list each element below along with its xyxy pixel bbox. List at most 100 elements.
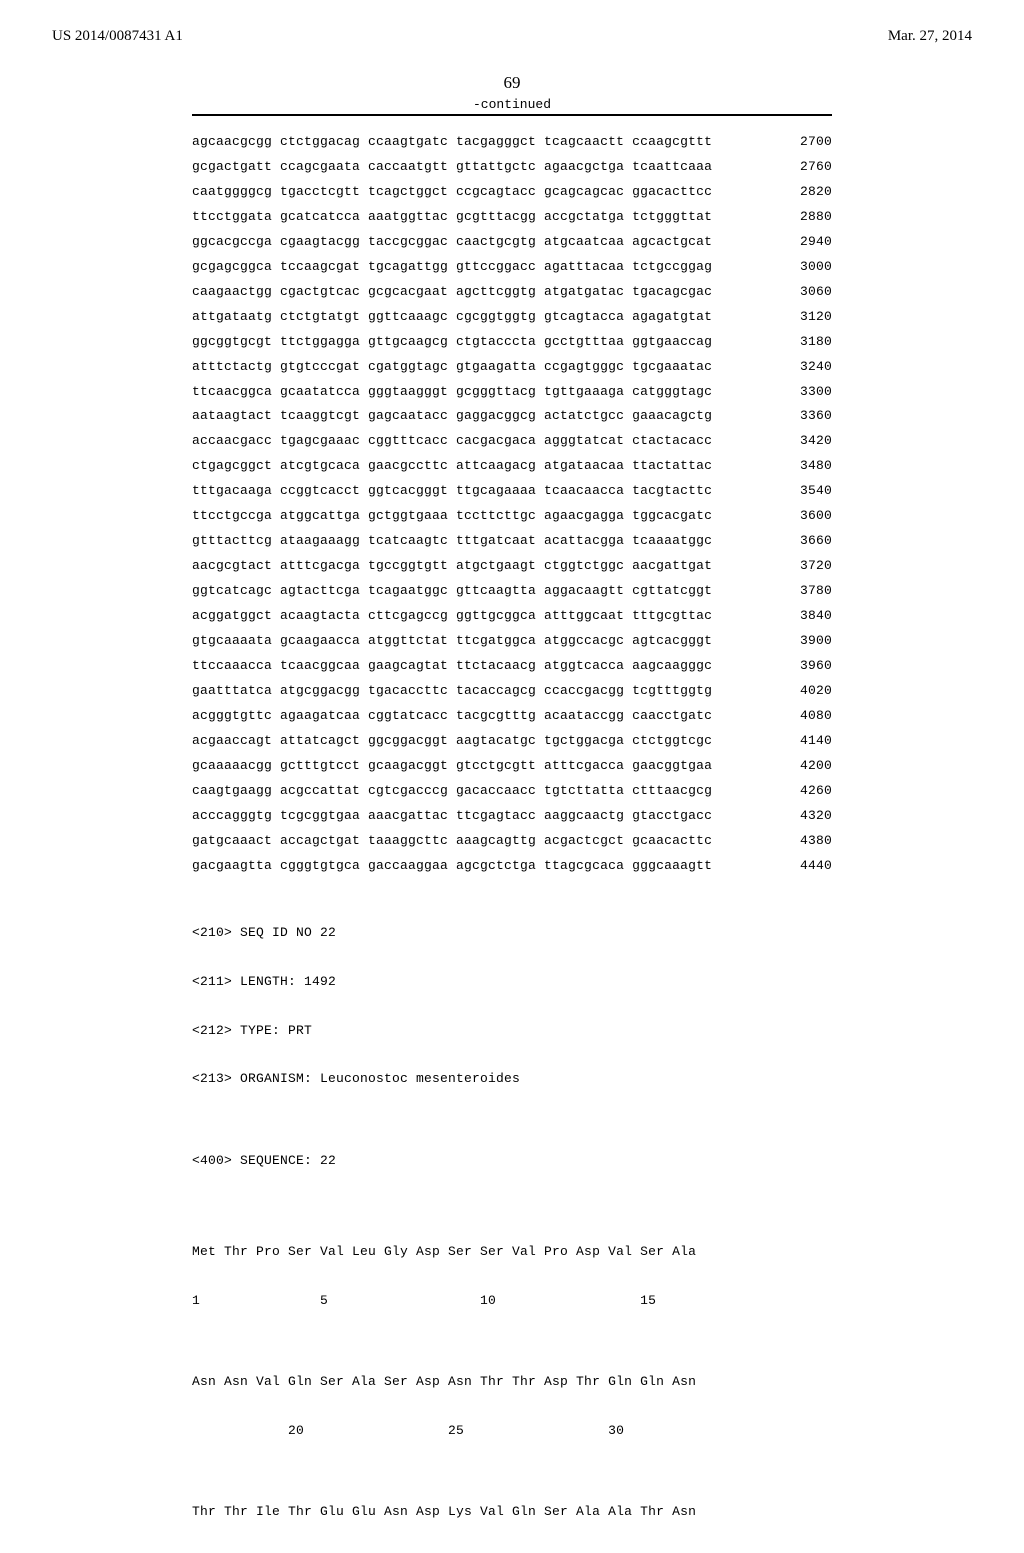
sequence-position: 4440 [782,854,832,879]
sequence-text: gcgactgatt ccagcgaata caccaatgtt gttattg… [192,155,712,180]
sequence-position: 3900 [782,629,832,654]
sequence-row: gtttacttcg ataagaaagg tcatcaagtc tttgatc… [192,529,832,554]
sequence-text: caagaactgg cgactgtcac gcgcacgaat agcttcg… [192,280,712,305]
sequence-position: 4020 [782,679,832,704]
sequence-position: 3840 [782,604,832,629]
protein-line: 20 25 30 [192,1423,832,1439]
publication-number: US 2014/0087431 A1 [52,28,183,45]
page-number: 69 [0,73,1024,93]
sequence-text: agcaacgcgg ctctggacag ccaagtgatc tacgagg… [192,130,712,155]
sequence-row: caagtgaagg acgccattat cgtcgacccg gacacca… [192,779,832,804]
sequence-text: ttccaaacca tcaacggcaa gaagcagtat ttctaca… [192,654,712,679]
sequence-row: acgggtgttc agaagatcaa cggtatcacc tacgcgt… [192,704,832,729]
sequence-position: 2820 [782,180,832,205]
sequence-row: ttcaacggca gcaatatcca gggtaagggt gcgggtt… [192,380,832,405]
sequence-text: ggcacgccga cgaagtacgg taccgcggac caactgc… [192,230,712,255]
sequence-text: ctgagcggct atcgtgcaca gaacgccttc attcaag… [192,454,712,479]
sequence-row: ttccaaacca tcaacggcaa gaagcagtat ttctaca… [192,654,832,679]
sequence-text: gtgcaaaata gcaagaacca atggttctat ttcgatg… [192,629,712,654]
sequence-text: ggcggtgcgt ttctggagga gttgcaagcg ctgtacc… [192,330,712,355]
sequence-position: 3660 [782,529,832,554]
sequence-text: aacgcgtact atttcgacga tgccggtgtt atgctga… [192,554,712,579]
sequence-row: ttcctggata gcatcatcca aaatggttac gcgttta… [192,205,832,230]
meta-line: <210> SEQ ID NO 22 [192,925,832,941]
sequence-text: caatggggcg tgacctcgtt tcagctggct ccgcagt… [192,180,712,205]
protein-line: Asn Asn Val Gln Ser Ala Ser Asp Asn Thr … [192,1374,832,1390]
sequence-row: ggtcatcagc agtacttcga tcagaatggc gttcaag… [192,579,832,604]
sequence-text: aataagtact tcaaggtcgt gagcaatacc gaggacg… [192,404,712,429]
sequence-position: 4080 [782,704,832,729]
sequence-text: caagtgaagg acgccattat cgtcgacccg gacacca… [192,779,712,804]
sequence-metadata: <210> SEQ ID NO 22 <211> LENGTH: 1492 <2… [192,893,832,1202]
sequence-row: acgaaccagt attatcagct ggcggacggt aagtaca… [192,729,832,754]
sequence-position: 3000 [782,255,832,280]
sequence-row: gtgcaaaata gcaagaacca atggttctat ttcgatg… [192,629,832,654]
sequence-position: 4200 [782,754,832,779]
sequence-position: 2940 [782,230,832,255]
sequence-row: ctgagcggct atcgtgcaca gaacgccttc attcaag… [192,454,832,479]
sequence-text: acgggtgttc agaagatcaa cggtatcacc tacgcgt… [192,704,712,729]
sequence-position: 3720 [782,554,832,579]
sequence-row: tttgacaaga ccggtcacct ggtcacgggt ttgcaga… [192,479,832,504]
sequence-position: 2700 [782,130,832,155]
sequence-text: tttgacaaga ccggtcacct ggtcacgggt ttgcaga… [192,479,712,504]
sequence-text: ttcctggata gcatcatcca aaatggttac gcgttta… [192,205,712,230]
meta-line: <213> ORGANISM: Leuconostoc mesenteroide… [192,1071,832,1087]
sequence-position: 3960 [782,654,832,679]
meta-line: <211> LENGTH: 1492 [192,974,832,990]
sequence-position: 3120 [782,305,832,330]
sequence-position: 3420 [782,429,832,454]
page-header: US 2014/0087431 A1 Mar. 27, 2014 [0,0,1024,45]
sequence-text: gaatttatca atgcggacgg tgacaccttc tacacca… [192,679,712,704]
sequence-position: 3780 [782,579,832,604]
sequence-text: ttcaacggca gcaatatcca gggtaagggt gcgggtt… [192,380,712,405]
sequence-row: caatggggcg tgacctcgtt tcagctggct ccgcagt… [192,180,832,205]
sequence-position: 4140 [782,729,832,754]
sequence-row: acggatggct acaagtacta cttcgagccg ggttgcg… [192,604,832,629]
sequence-position: 2760 [782,155,832,180]
sequence-text: gacgaagtta cgggtgtgca gaccaaggaa agcgctc… [192,854,712,879]
sequence-text: acccagggtg tcgcggtgaa aaacgattac ttcgagt… [192,804,712,829]
protein-line: 1 5 10 15 [192,1293,832,1309]
sequence-listing: agcaacgcgg ctctggacag ccaagtgatc tacgagg… [192,114,832,1553]
sequence-row: gcgactgatt ccagcgaata caccaatgtt gttattg… [192,155,832,180]
sequence-position: 3180 [782,330,832,355]
meta-line: <212> TYPE: PRT [192,1023,832,1039]
sequence-position: 3600 [782,504,832,529]
sequence-row: atttctactg gtgtcccgat cgatggtagc gtgaaga… [192,355,832,380]
sequence-position: 2880 [782,205,832,230]
sequence-position: 4380 [782,829,832,854]
sequence-row: ggcacgccga cgaagtacgg taccgcggac caactgc… [192,230,832,255]
meta-line: <400> SEQUENCE: 22 [192,1153,832,1169]
sequence-row: aacgcgtact atttcgacga tgccggtgtt atgctga… [192,554,832,579]
sequence-row: aataagtact tcaaggtcgt gagcaatacc gaggacg… [192,404,832,429]
sequence-position: 3480 [782,454,832,479]
sequence-position: 3360 [782,404,832,429]
protein-line: Thr Thr Ile Thr Glu Glu Asn Asp Lys Val … [192,1504,832,1520]
publication-date: Mar. 27, 2014 [888,28,972,45]
sequence-row: accaacgacc tgagcgaaac cggtttcacc cacgacg… [192,429,832,454]
sequence-position: 3240 [782,355,832,380]
sequence-row: caagaactgg cgactgtcac gcgcacgaat agcttcg… [192,280,832,305]
sequence-text: accaacgacc tgagcgaaac cggtttcacc cacgacg… [192,429,712,454]
sequence-row: gcaaaaacgg gctttgtcct gcaagacggt gtcctgc… [192,754,832,779]
sequence-row: acccagggtg tcgcggtgaa aaacgattac ttcgagt… [192,804,832,829]
sequence-text: ggtcatcagc agtacttcga tcagaatggc gttcaag… [192,579,712,604]
top-rule [192,114,832,116]
sequence-position: 4320 [782,804,832,829]
sequence-position: 3060 [782,280,832,305]
sequence-position: 3300 [782,380,832,405]
sequence-row: agcaacgcgg ctctggacag ccaagtgatc tacgagg… [192,130,832,155]
sequence-row: gacgaagtta cgggtgtgca gaccaaggaa agcgctc… [192,854,832,879]
sequence-text: acggatggct acaagtacta cttcgagccg ggttgcg… [192,604,712,629]
sequence-row: attgataatg ctctgtatgt ggttcaaagc cgcggtg… [192,305,832,330]
sequence-row: gcgagcggca tccaagcgat tgcagattgg gttccgg… [192,255,832,280]
sequence-text: ttcctgccga atggcattga gctggtgaaa tccttct… [192,504,712,529]
sequence-text: gcgagcggca tccaagcgat tgcagattgg gttccgg… [192,255,712,280]
sequence-text: gcaaaaacgg gctttgtcct gcaagacggt gtcctgc… [192,754,712,779]
continued-label: -continued [0,97,1024,112]
sequence-text: gtttacttcg ataagaaagg tcatcaagtc tttgatc… [192,529,712,554]
sequence-text: gatgcaaact accagctgat taaaggcttc aaagcag… [192,829,712,854]
sequence-text: attgataatg ctctgtatgt ggttcaaagc cgcggtg… [192,305,712,330]
protein-sequence: Met Thr Pro Ser Val Leu Gly Asp Ser Ser … [192,1211,832,1552]
